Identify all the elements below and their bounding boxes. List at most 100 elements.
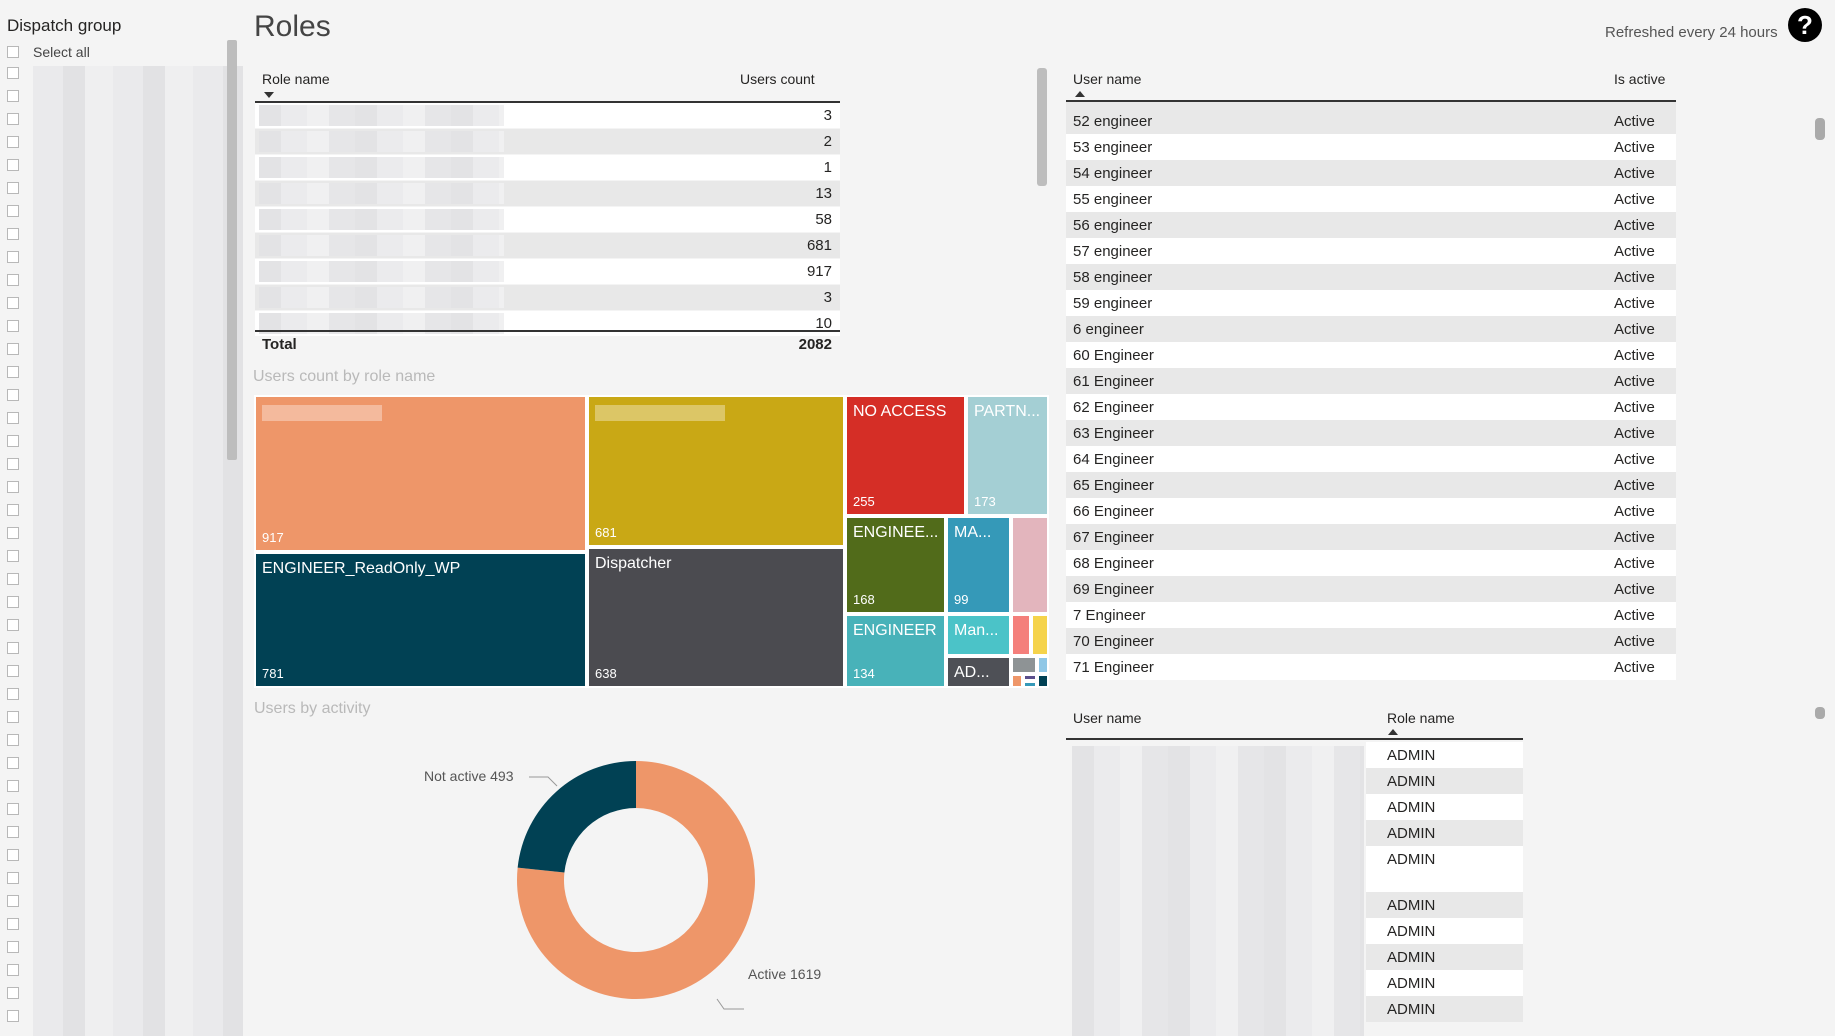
sort-asc-icon[interactable]: [1388, 729, 1398, 735]
donut-slice-not-active[interactable]: [517, 761, 636, 873]
user-roles-scrollbar[interactable]: [1815, 707, 1825, 719]
help-icon[interactable]: ?: [1788, 8, 1822, 42]
slicer-item-checkbox[interactable]: [7, 67, 19, 79]
table-row[interactable]: ADMIN: [1366, 918, 1523, 944]
table-row[interactable]: 60 Engineer Active: [1066, 342, 1676, 368]
slicer-item-checkbox[interactable]: [7, 711, 19, 723]
table-row[interactable]: ADMIN: [1366, 846, 1523, 872]
slicer-item-checkbox[interactable]: [7, 964, 19, 976]
treemap-tile-small[interactable]: [1031, 614, 1049, 656]
treemap-tile[interactable]: ENGINEE... 168: [845, 516, 946, 614]
table-row[interactable]: 71 Engineer Active: [1066, 654, 1676, 680]
slicer-item-checkbox[interactable]: [7, 297, 19, 309]
slicer-item-checkbox[interactable]: [7, 274, 19, 286]
column-header-is-active[interactable]: Is active: [1614, 71, 1666, 87]
column-header-user-name[interactable]: User name: [1073, 71, 1142, 87]
treemap-tile[interactable]: Dispatcher 638: [587, 547, 845, 688]
table-row[interactable]: 59 engineer Active: [1066, 290, 1676, 316]
table-row[interactable]: 63 Engineer Active: [1066, 420, 1676, 446]
treemap-tile[interactable]: NO ACCESS 255: [845, 395, 966, 516]
donut-slice-active[interactable]: [517, 761, 755, 999]
slicer-item-checkbox[interactable]: [7, 826, 19, 838]
slicer-item-checkbox[interactable]: [7, 182, 19, 194]
slicer-item-checkbox[interactable]: [7, 918, 19, 930]
table-row[interactable]: 64 Engineer Active: [1066, 446, 1676, 472]
treemap-tile[interactable]: Man...: [946, 614, 1011, 656]
treemap-tile[interactable]: 681: [587, 395, 845, 547]
table-row[interactable]: 681: [255, 233, 840, 258]
treemap-tile-small[interactable]: [1023, 674, 1037, 681]
treemap-tile[interactable]: PARTN... 173: [966, 395, 1049, 516]
table-row[interactable]: 57 engineer Active: [1066, 238, 1676, 264]
table-row[interactable]: ADMIN: [1366, 742, 1523, 768]
sort-desc-icon[interactable]: [264, 92, 274, 98]
treemap-tile-small[interactable]: [1011, 656, 1037, 674]
table-row[interactable]: ADMIN: [1366, 996, 1523, 1022]
slicer-item-checkbox[interactable]: [7, 895, 19, 907]
slicer-item-checkbox[interactable]: [7, 849, 19, 861]
table-row[interactable]: ADMIN: [1366, 794, 1523, 820]
slicer-item-checkbox[interactable]: [7, 435, 19, 447]
select-all-option[interactable]: Select all: [7, 43, 90, 61]
table-row[interactable]: ADMIN: [1366, 944, 1523, 970]
slicer-item-checkbox[interactable]: [7, 688, 19, 700]
slicer-item-checkbox[interactable]: [7, 619, 19, 631]
slicer-item-checkbox[interactable]: [7, 343, 19, 355]
slicer-item-checkbox[interactable]: [7, 941, 19, 953]
slicer-item-checkbox[interactable]: [7, 320, 19, 332]
table-row[interactable]: 1: [255, 155, 840, 180]
treemap-tile-small[interactable]: [1037, 674, 1049, 688]
slicer-item-checkbox[interactable]: [7, 987, 19, 999]
table-row[interactable]: 53 engineer Active: [1066, 134, 1676, 160]
slicer-item-checkbox[interactable]: [7, 389, 19, 401]
table-row[interactable]: 66 Engineer Active: [1066, 498, 1676, 524]
slicer-item-checkbox[interactable]: [7, 113, 19, 125]
treemap-tile[interactable]: AD...: [946, 656, 1011, 688]
table-row[interactable]: 67 Engineer Active: [1066, 524, 1676, 550]
column-header-users-count[interactable]: Users count: [740, 71, 815, 87]
treemap-tile[interactable]: MA... 99: [946, 516, 1011, 614]
slicer-item-checkbox[interactable]: [7, 803, 19, 815]
table-row[interactable]: ADMIN: [1366, 768, 1523, 794]
table-row[interactable]: 2: [255, 129, 840, 154]
table-row[interactable]: ADMIN: [1366, 820, 1523, 846]
column-header-role-name[interactable]: Role name: [1387, 710, 1455, 726]
table-row[interactable]: 10: [255, 311, 840, 336]
slicer-item-checkbox[interactable]: [7, 596, 19, 608]
table-row[interactable]: 3: [255, 285, 840, 310]
table-row[interactable]: 62 Engineer Active: [1066, 394, 1676, 420]
slicer-item-checkbox[interactable]: [7, 642, 19, 654]
table-row[interactable]: ADMIN: [1366, 892, 1523, 918]
table-row[interactable]: 68 Engineer Active: [1066, 550, 1676, 576]
roles-table-scrollbar[interactable]: [1037, 68, 1047, 186]
slicer-item-checkbox[interactable]: [7, 550, 19, 562]
table-row[interactable]: 55 engineer Active: [1066, 186, 1676, 212]
slicer-scrollbar[interactable]: [227, 40, 237, 460]
table-row[interactable]: 6 engineer Active: [1066, 316, 1676, 342]
treemap-tile[interactable]: 917: [254, 395, 587, 552]
treemap-tile-small[interactable]: [1011, 516, 1049, 614]
slicer-item-checkbox[interactable]: [7, 228, 19, 240]
slicer-item-checkbox[interactable]: [7, 205, 19, 217]
slicer-item-checkbox[interactable]: [7, 504, 19, 516]
treemap-tile[interactable]: ENGINEER_ReadOnly_WP 781: [254, 552, 587, 688]
table-row[interactable]: 3: [255, 103, 840, 128]
slicer-item-checkbox[interactable]: [7, 458, 19, 470]
treemap-tile-small[interactable]: [1023, 681, 1037, 688]
slicer-item-checkbox[interactable]: [7, 734, 19, 746]
table-row[interactable]: 58 engineer Active: [1066, 264, 1676, 290]
slicer-item-checkbox[interactable]: [7, 1010, 19, 1022]
treemap-tile[interactable]: ENGINEER 134: [845, 614, 946, 688]
slicer-item-checkbox[interactable]: [7, 527, 19, 539]
slicer-item-checkbox[interactable]: [7, 757, 19, 769]
slicer-item-checkbox[interactable]: [7, 665, 19, 677]
column-header-user-name[interactable]: User name: [1073, 710, 1142, 726]
table-row[interactable]: 70 Engineer Active: [1066, 628, 1676, 654]
table-row[interactable]: 52 engineer Active: [1066, 108, 1676, 134]
slicer-item-checkbox[interactable]: [7, 90, 19, 102]
users-table-scrollbar[interactable]: [1815, 118, 1825, 140]
table-row[interactable]: 61 Engineer Active: [1066, 368, 1676, 394]
slicer-item-checkbox[interactable]: [7, 251, 19, 263]
table-row[interactable]: 56 engineer Active: [1066, 212, 1676, 238]
sort-asc-icon[interactable]: [1075, 91, 1085, 97]
